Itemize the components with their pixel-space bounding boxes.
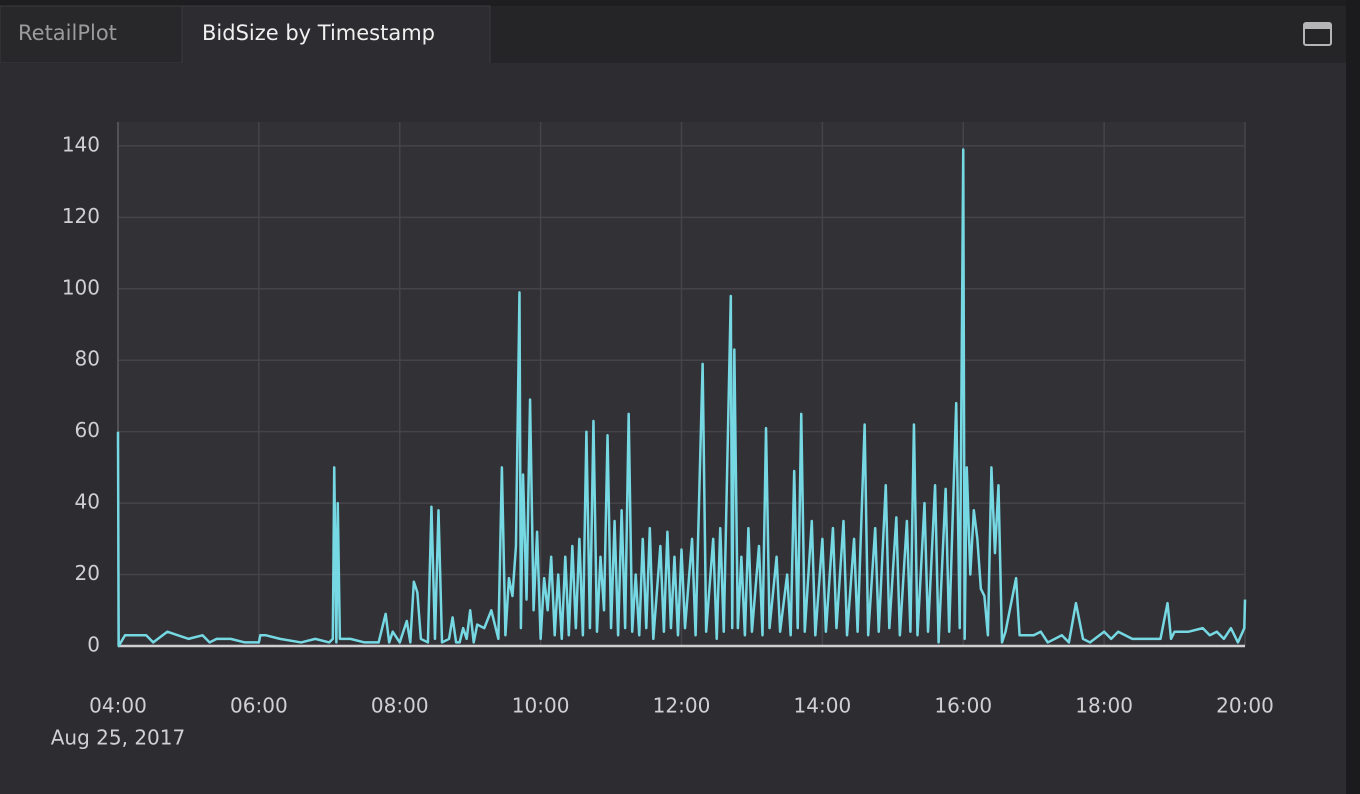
scroll-edge <box>1346 0 1360 794</box>
tab-active[interactable] <box>181 5 491 65</box>
x-tick-label: 06:00 <box>230 694 288 718</box>
y-tick-label: 20 <box>75 561 100 585</box>
x-tick-label: 10:00 <box>512 694 570 718</box>
x-tick-label: 04:00 <box>89 694 147 718</box>
data-line <box>116 148 1247 648</box>
x-tick-label: 14:00 <box>794 694 852 718</box>
plot: 0 20 40 60 80 100 120 140 04:00 06:00 08:00 10:00 12… <box>51 122 1274 750</box>
x-tick-label: 08:00 <box>371 694 429 718</box>
tab-label[interactable]: RetailPlot <box>18 21 117 45</box>
x-tick-label: 20:00 <box>1216 694 1274 718</box>
y-tick-label: 140 <box>62 132 100 156</box>
tab-label[interactable]: BidSize by Timestamp <box>202 21 435 45</box>
y-tick-label: 80 <box>75 347 100 371</box>
x-tick-label: 12:00 <box>653 694 711 718</box>
x-tick-label: 18:00 <box>1075 694 1133 718</box>
maximize-icon-bar <box>1304 23 1331 29</box>
y-tick-label: 60 <box>75 418 100 442</box>
date-label: Aug 25, 2017 <box>51 726 185 750</box>
y-tick-label: 40 <box>75 490 100 514</box>
x-tick-label: 16:00 <box>934 694 992 718</box>
y-tick-label: 100 <box>62 275 100 299</box>
y-tick-label: 120 <box>62 204 100 228</box>
tab[interactable] <box>0 5 183 64</box>
y-tick-label: 0 <box>87 633 100 657</box>
